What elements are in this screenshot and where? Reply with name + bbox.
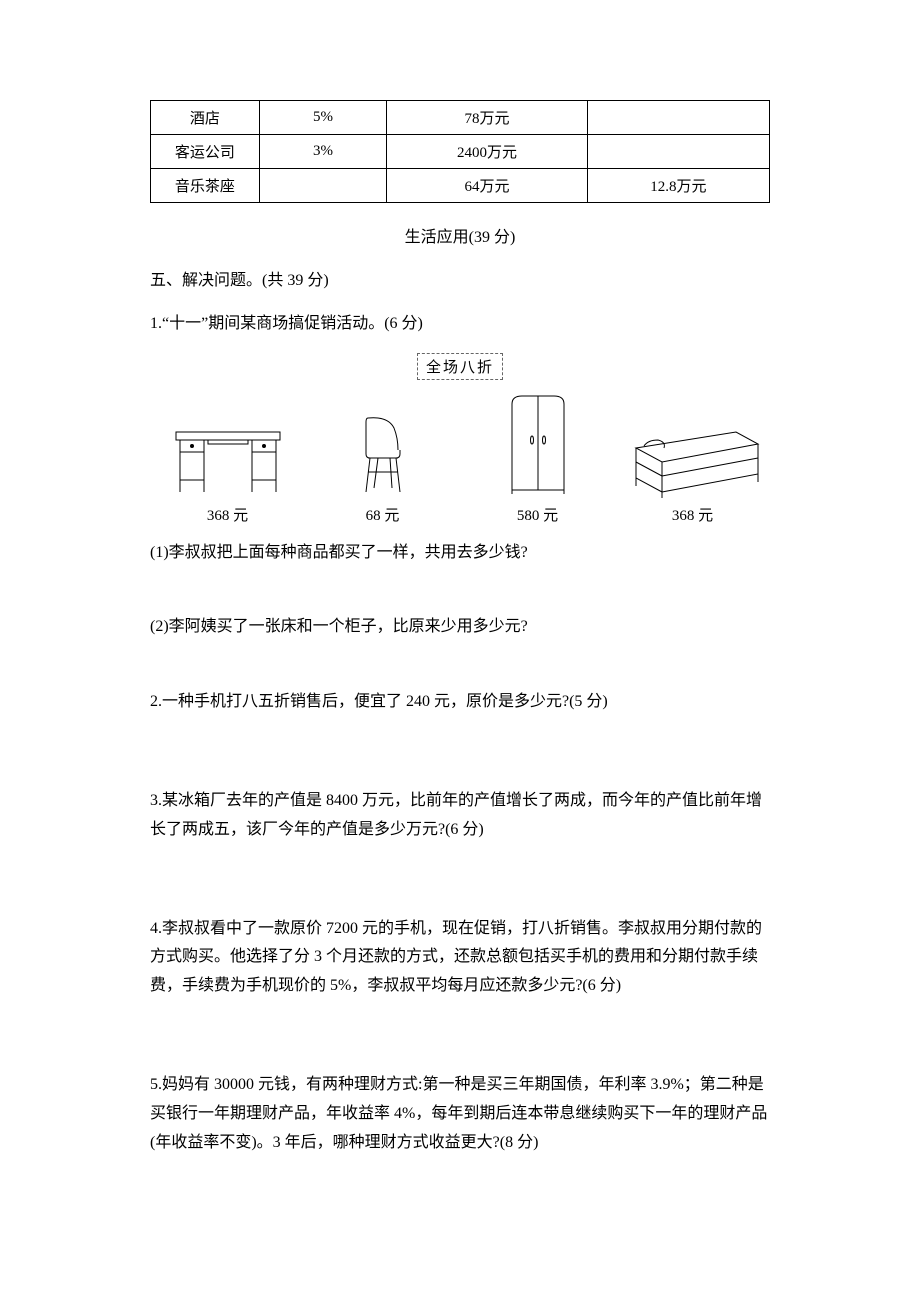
cell-tax: 12.8万元	[587, 169, 769, 203]
chair-icon	[348, 410, 418, 500]
q4: 4.李叔叔看中了一款原价 7200 元的手机，现在促销，打八折销售。李叔叔用分期…	[150, 915, 770, 1001]
product-wardrobe	[460, 390, 615, 500]
price-desk: 368 元	[150, 504, 305, 525]
cell-tax	[587, 135, 769, 169]
product-bed	[615, 422, 770, 500]
q1-stem: 1.“十一”期间某商场搞促销活动。(6 分)	[150, 310, 770, 339]
section-title: 生活应用(39 分)	[150, 223, 770, 247]
price-row: 368 元 68 元 580 元 368 元	[150, 504, 770, 525]
cell-revenue: 2400万元	[387, 135, 588, 169]
discount-badge: 全场八折	[417, 353, 503, 380]
cell-revenue: 78万元	[387, 101, 588, 135]
tax-table: 酒店 5% 78万元 客运公司 3% 2400万元 音乐茶座 64万元 12.8…	[150, 100, 770, 203]
bed-icon	[618, 422, 768, 500]
q5: 5.妈妈有 30000 元钱，有两种理财方式:第一种是买三年期国债，年利率 3.…	[150, 1071, 770, 1157]
table-row: 客运公司 3% 2400万元	[151, 135, 770, 169]
table-row: 酒店 5% 78万元	[151, 101, 770, 135]
q3: 3.某冰箱厂去年的产值是 8400 万元，比前年的产值增长了两成，而今年的产值比…	[150, 787, 770, 845]
table-row: 音乐茶座 64万元 12.8万元	[151, 169, 770, 203]
price-chair: 68 元	[305, 504, 460, 525]
price-bed: 368 元	[615, 504, 770, 525]
desk-icon	[168, 422, 288, 500]
cell-name: 音乐茶座	[151, 169, 260, 203]
page-content: 酒店 5% 78万元 客运公司 3% 2400万元 音乐茶座 64万元 12.8…	[0, 0, 920, 1251]
q1-sub1: (1)李叔叔把上面每种商品都买了一样，共用去多少钱?	[150, 539, 770, 568]
price-wardrobe: 580 元	[460, 504, 615, 525]
cell-revenue: 64万元	[387, 169, 588, 203]
cell-name: 客运公司	[151, 135, 260, 169]
discount-row: 全场八折	[150, 353, 770, 380]
product-desk	[150, 422, 305, 500]
q1-sub2: (2)李阿姨买了一张床和一个柜子，比原来少用多少元?	[150, 613, 770, 642]
section-heading: 五、解决问题。(共 39 分)	[150, 267, 770, 296]
cell-rate	[259, 169, 386, 203]
q2: 2.一种手机打八五折销售后，便宜了 240 元，原价是多少元?(5 分)	[150, 688, 770, 717]
product-row	[150, 390, 770, 500]
wardrobe-icon	[498, 390, 578, 500]
product-chair	[305, 410, 460, 500]
cell-rate: 5%	[259, 101, 386, 135]
cell-name: 酒店	[151, 101, 260, 135]
cell-tax	[587, 101, 769, 135]
cell-rate: 3%	[259, 135, 386, 169]
